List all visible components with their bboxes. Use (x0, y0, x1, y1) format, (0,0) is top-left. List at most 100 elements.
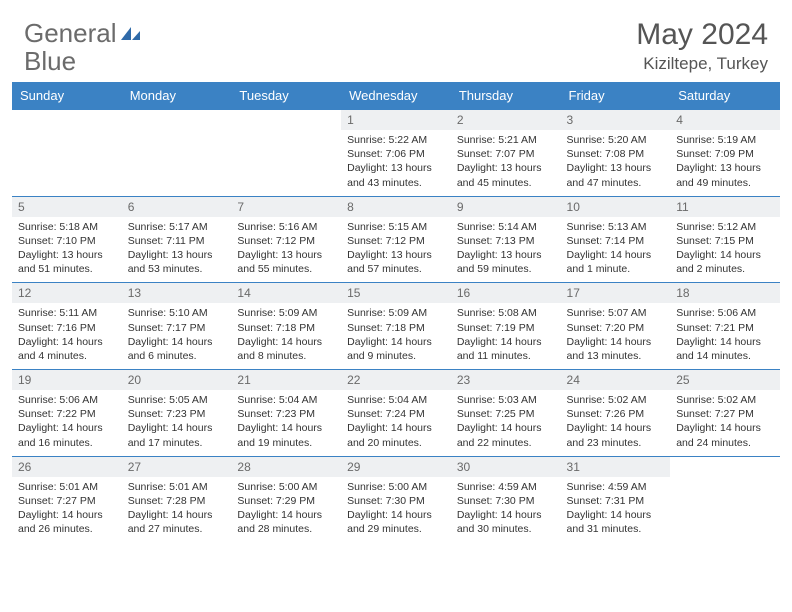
day-cell: 26Sunrise: 5:01 AMSunset: 7:27 PMDayligh… (12, 456, 122, 542)
sunset-text: Sunset: 7:17 PM (128, 321, 226, 335)
day-cell: 20Sunrise: 5:05 AMSunset: 7:23 PMDayligh… (122, 370, 232, 457)
daylight-text: Daylight: 13 hours and 57 minutes. (347, 248, 445, 276)
sail-icon (119, 25, 141, 43)
day-number: 1 (341, 110, 451, 130)
sunset-text: Sunset: 7:27 PM (18, 494, 116, 508)
day-header-saturday: Saturday (670, 82, 780, 110)
day-body: Sunrise: 5:06 AMSunset: 7:21 PMDaylight:… (670, 303, 780, 369)
day-number: 14 (231, 283, 341, 303)
day-header-thursday: Thursday (451, 82, 561, 110)
daylight-text: Daylight: 13 hours and 59 minutes. (457, 248, 555, 276)
sunrise-text: Sunrise: 5:15 AM (347, 220, 445, 234)
day-cell: 27Sunrise: 5:01 AMSunset: 7:28 PMDayligh… (122, 456, 232, 542)
day-number: 2 (451, 110, 561, 130)
brand-text-blue-wrap: Blue (24, 46, 76, 77)
day-body: Sunrise: 5:11 AMSunset: 7:16 PMDaylight:… (12, 303, 122, 369)
day-body: Sunrise: 5:22 AMSunset: 7:06 PMDaylight:… (341, 130, 451, 196)
day-body: Sunrise: 5:08 AMSunset: 7:19 PMDaylight:… (451, 303, 561, 369)
sunrise-text: Sunrise: 4:59 AM (567, 480, 665, 494)
daylight-text: Daylight: 13 hours and 49 minutes. (676, 161, 774, 189)
day-header-monday: Monday (122, 82, 232, 110)
day-cell: 18Sunrise: 5:06 AMSunset: 7:21 PMDayligh… (670, 283, 780, 370)
daylight-text: Daylight: 14 hours and 14 minutes. (676, 335, 774, 363)
week-row: 19Sunrise: 5:06 AMSunset: 7:22 PMDayligh… (12, 370, 780, 457)
daylight-text: Daylight: 14 hours and 1 minute. (567, 248, 665, 276)
sunrise-text: Sunrise: 5:09 AM (347, 306, 445, 320)
sunset-text: Sunset: 7:23 PM (237, 407, 335, 421)
day-cell: 10Sunrise: 5:13 AMSunset: 7:14 PMDayligh… (561, 196, 671, 283)
day-body: Sunrise: 5:19 AMSunset: 7:09 PMDaylight:… (670, 130, 780, 196)
day-header-wednesday: Wednesday (341, 82, 451, 110)
day-cell: .. (231, 110, 341, 197)
sunset-text: Sunset: 7:23 PM (128, 407, 226, 421)
daylight-text: Daylight: 14 hours and 4 minutes. (18, 335, 116, 363)
day-cell: 3Sunrise: 5:20 AMSunset: 7:08 PMDaylight… (561, 110, 671, 197)
day-cell: 24Sunrise: 5:02 AMSunset: 7:26 PMDayligh… (561, 370, 671, 457)
day-body: Sunrise: 5:17 AMSunset: 7:11 PMDaylight:… (122, 217, 232, 283)
location-label: Kiziltepe, Turkey (636, 54, 768, 74)
day-body: Sunrise: 5:01 AMSunset: 7:27 PMDaylight:… (12, 477, 122, 543)
sunset-text: Sunset: 7:31 PM (567, 494, 665, 508)
sunrise-text: Sunrise: 4:59 AM (457, 480, 555, 494)
day-number: 26 (12, 457, 122, 477)
sunrise-text: Sunrise: 5:07 AM (567, 306, 665, 320)
sunrise-text: Sunrise: 5:01 AM (18, 480, 116, 494)
sunrise-text: Sunrise: 5:06 AM (18, 393, 116, 407)
sunset-text: Sunset: 7:20 PM (567, 321, 665, 335)
day-number: 16 (451, 283, 561, 303)
day-cell: 16Sunrise: 5:08 AMSunset: 7:19 PMDayligh… (451, 283, 561, 370)
day-cell: 22Sunrise: 5:04 AMSunset: 7:24 PMDayligh… (341, 370, 451, 457)
day-number: 21 (231, 370, 341, 390)
sunset-text: Sunset: 7:18 PM (237, 321, 335, 335)
week-row: ......1Sunrise: 5:22 AMSunset: 7:06 PMDa… (12, 110, 780, 197)
sunset-text: Sunset: 7:26 PM (567, 407, 665, 421)
sunrise-text: Sunrise: 5:14 AM (457, 220, 555, 234)
sunset-text: Sunset: 7:25 PM (457, 407, 555, 421)
day-body: Sunrise: 5:20 AMSunset: 7:08 PMDaylight:… (561, 130, 671, 196)
sunrise-text: Sunrise: 5:13 AM (567, 220, 665, 234)
brand-logo: General (24, 18, 143, 49)
day-body: Sunrise: 5:16 AMSunset: 7:12 PMDaylight:… (231, 217, 341, 283)
day-number: 27 (122, 457, 232, 477)
sunset-text: Sunset: 7:12 PM (237, 234, 335, 248)
day-body: Sunrise: 5:03 AMSunset: 7:25 PMDaylight:… (451, 390, 561, 456)
sunset-text: Sunset: 7:14 PM (567, 234, 665, 248)
week-row: 26Sunrise: 5:01 AMSunset: 7:27 PMDayligh… (12, 456, 780, 542)
sunrise-text: Sunrise: 5:06 AM (676, 306, 774, 320)
sunrise-text: Sunrise: 5:18 AM (18, 220, 116, 234)
day-number: 31 (561, 457, 671, 477)
sunrise-text: Sunrise: 5:00 AM (237, 480, 335, 494)
week-row: 12Sunrise: 5:11 AMSunset: 7:16 PMDayligh… (12, 283, 780, 370)
sunset-text: Sunset: 7:27 PM (676, 407, 774, 421)
day-number: 22 (341, 370, 451, 390)
sunset-text: Sunset: 7:11 PM (128, 234, 226, 248)
day-body: Sunrise: 5:15 AMSunset: 7:12 PMDaylight:… (341, 217, 451, 283)
day-cell: 14Sunrise: 5:09 AMSunset: 7:18 PMDayligh… (231, 283, 341, 370)
day-body: Sunrise: 5:18 AMSunset: 7:10 PMDaylight:… (12, 217, 122, 283)
day-number: 23 (451, 370, 561, 390)
day-header-row: SundayMondayTuesdayWednesdayThursdayFrid… (12, 82, 780, 110)
day-cell: 25Sunrise: 5:02 AMSunset: 7:27 PMDayligh… (670, 370, 780, 457)
day-body: Sunrise: 5:13 AMSunset: 7:14 PMDaylight:… (561, 217, 671, 283)
day-cell: .. (670, 456, 780, 542)
daylight-text: Daylight: 13 hours and 55 minutes. (237, 248, 335, 276)
sunrise-text: Sunrise: 5:20 AM (567, 133, 665, 147)
day-number: 24 (561, 370, 671, 390)
day-number: 9 (451, 197, 561, 217)
day-cell: 13Sunrise: 5:10 AMSunset: 7:17 PMDayligh… (122, 283, 232, 370)
day-number: 7 (231, 197, 341, 217)
day-body: Sunrise: 4:59 AMSunset: 7:31 PMDaylight:… (561, 477, 671, 543)
sunset-text: Sunset: 7:30 PM (347, 494, 445, 508)
day-number: 28 (231, 457, 341, 477)
day-body: Sunrise: 5:09 AMSunset: 7:18 PMDaylight:… (341, 303, 451, 369)
day-cell: 11Sunrise: 5:12 AMSunset: 7:15 PMDayligh… (670, 196, 780, 283)
day-number: 19 (12, 370, 122, 390)
sunset-text: Sunset: 7:19 PM (457, 321, 555, 335)
daylight-text: Daylight: 13 hours and 43 minutes. (347, 161, 445, 189)
day-cell: 6Sunrise: 5:17 AMSunset: 7:11 PMDaylight… (122, 196, 232, 283)
daylight-text: Daylight: 14 hours and 22 minutes. (457, 421, 555, 449)
daylight-text: Daylight: 14 hours and 19 minutes. (237, 421, 335, 449)
day-number: 8 (341, 197, 451, 217)
sunset-text: Sunset: 7:06 PM (347, 147, 445, 161)
daylight-text: Daylight: 14 hours and 26 minutes. (18, 508, 116, 536)
